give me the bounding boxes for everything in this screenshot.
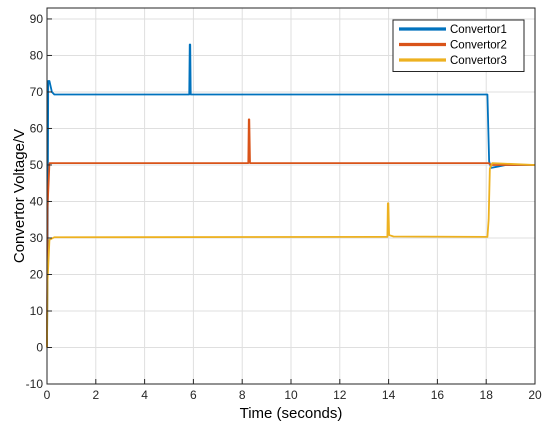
y-tick-label: 10 xyxy=(30,304,44,318)
x-tick-label: 6 xyxy=(190,388,197,402)
legend-label-3: Convertor3 xyxy=(450,55,507,67)
y-tick-label: 90 xyxy=(30,12,44,26)
x-tick-label: 8 xyxy=(239,388,246,402)
y-tick-label: 80 xyxy=(30,48,44,62)
series-group xyxy=(46,43,536,348)
series-line-2 xyxy=(46,118,535,348)
y-tick-label: 20 xyxy=(30,267,44,281)
x-tick-label: 16 xyxy=(431,388,445,402)
x-tick-label: 10 xyxy=(284,388,298,402)
series-line-1 xyxy=(46,43,535,348)
x-tick-label: 2 xyxy=(92,388,99,402)
x-tick-label: 4 xyxy=(141,388,148,402)
x-tick-label: 12 xyxy=(333,388,347,402)
y-tick-label: 0 xyxy=(36,340,43,354)
x-axis-ticks: 0 2 4 6 8 10 12 14 16 18 20 xyxy=(44,379,542,402)
legend: Convertor1 Convertor2 Convertor3 xyxy=(392,19,525,72)
y-tick-label: 70 xyxy=(30,85,44,99)
y-tick-label: 50 xyxy=(30,158,44,172)
y-axis-title: Convertor Voltage/V xyxy=(11,129,28,263)
legend-label-1: Convertor1 xyxy=(450,24,507,36)
x-axis-title: Time (seconds) xyxy=(240,405,343,422)
x-tick-label: 20 xyxy=(528,388,542,402)
y-tick-label: 30 xyxy=(30,231,44,245)
x-tick-label: 0 xyxy=(44,388,51,402)
x-tick-label: 14 xyxy=(382,388,396,402)
y-tick-label: 60 xyxy=(30,121,44,135)
y-tick-label: -10 xyxy=(26,377,44,391)
x-tick-label: 18 xyxy=(480,388,494,402)
y-axis-ticks: -10 0 10 20 30 40 50 60 70 80 90 xyxy=(26,12,52,391)
legend-label-2: Convertor2 xyxy=(450,40,507,52)
y-tick-label: 40 xyxy=(30,194,44,208)
series-line-3 xyxy=(46,162,536,348)
